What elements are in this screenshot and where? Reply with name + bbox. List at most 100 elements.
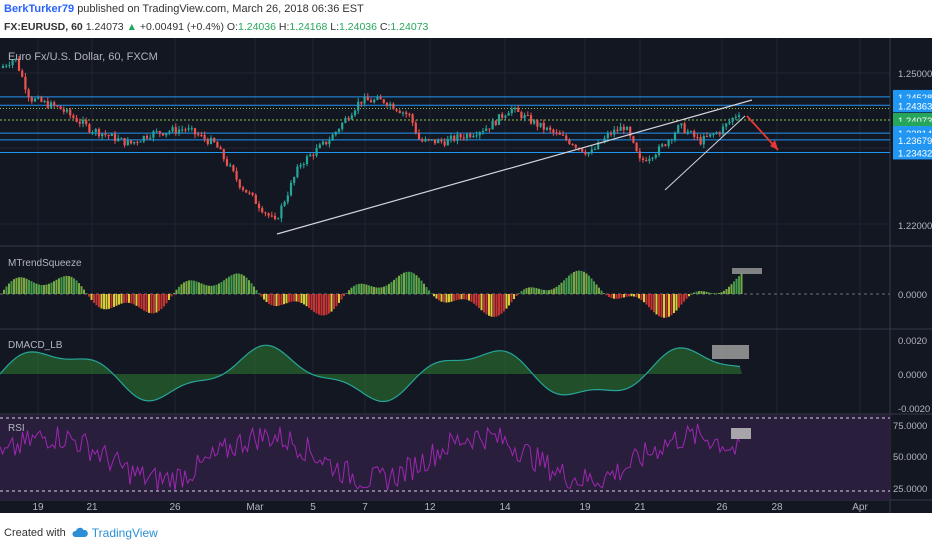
histogram-bar <box>190 280 193 294</box>
histogram-bar <box>173 292 175 294</box>
candle-body <box>411 114 414 123</box>
histogram-bar <box>110 294 113 309</box>
chart-canvas[interactable]: 1.250001.245281.243631.2407323:481.23814… <box>0 38 932 513</box>
candle-body <box>152 131 155 138</box>
histogram-bar <box>210 285 213 294</box>
candle-body <box>689 131 693 133</box>
histogram-bar <box>338 294 340 303</box>
histogram-bar <box>575 270 578 294</box>
histogram-bar <box>593 281 595 294</box>
histogram-bar <box>150 294 153 314</box>
time-label: Apr <box>852 502 868 513</box>
candle-body <box>267 213 270 216</box>
histogram-bar <box>485 294 488 315</box>
histogram-bar <box>185 281 188 294</box>
histogram-bar <box>205 285 208 294</box>
histogram-bar <box>548 290 550 294</box>
author-link[interactable]: BerkTurker79 <box>4 3 75 15</box>
time-label: 26 <box>169 502 181 513</box>
histogram-bar <box>478 294 480 308</box>
candle-body <box>165 133 168 136</box>
candle-body <box>494 120 497 125</box>
candle-body <box>69 109 72 116</box>
candle-body <box>14 58 17 61</box>
histogram-bar <box>580 270 583 294</box>
candle-body <box>731 117 734 122</box>
histogram-bar <box>383 286 385 294</box>
histogram-bar <box>170 294 173 297</box>
candle-body <box>520 111 523 119</box>
macd-line <box>0 344 741 403</box>
histogram-bar <box>273 294 275 306</box>
histogram-bar <box>405 271 408 294</box>
histogram-bar <box>203 284 205 294</box>
candle-body <box>235 171 238 180</box>
candle-body <box>27 89 30 98</box>
histogram-bar <box>455 294 458 301</box>
histogram-bar <box>463 294 465 300</box>
histogram-bar <box>553 288 555 294</box>
candle-body <box>72 115 75 118</box>
tradingview-logo[interactable]: TradingView <box>72 526 158 540</box>
histogram-bar <box>613 294 615 299</box>
histogram-bar <box>323 294 325 316</box>
histogram-bar <box>528 287 530 294</box>
candle-body <box>344 118 347 123</box>
histogram-bar <box>450 294 453 302</box>
candle-body <box>373 99 376 103</box>
histogram-bar <box>373 286 375 294</box>
candle-body <box>555 132 558 134</box>
candle-body <box>517 107 520 112</box>
price-label: 1.24363 <box>898 101 932 112</box>
highlight-box <box>732 268 762 274</box>
candle-body <box>91 132 94 134</box>
time-label: 19 <box>579 502 591 513</box>
histogram-bar <box>155 294 158 313</box>
candle-body <box>437 139 440 144</box>
histogram-bar <box>733 281 735 294</box>
close-value: 1.24073 <box>390 21 429 33</box>
histogram-bar <box>88 294 90 297</box>
candle-body <box>584 151 587 155</box>
candle-body <box>680 123 683 126</box>
histogram-bar <box>13 279 15 294</box>
candle-body <box>539 122 542 127</box>
histogram-bar <box>523 289 525 294</box>
candle-body <box>405 112 408 115</box>
candle-body <box>155 131 158 133</box>
histogram-bar <box>533 287 535 294</box>
candle-body <box>366 96 369 101</box>
histogram-bar <box>513 294 515 300</box>
histogram-bar <box>500 294 503 314</box>
candle-body <box>369 100 373 103</box>
histogram-bar <box>740 273 743 294</box>
candle-body <box>408 114 411 116</box>
histogram-bar <box>540 289 543 294</box>
chart-area[interactable]: 1.250001.245281.243631.2407323:481.23814… <box>0 38 932 513</box>
candle-body <box>693 131 696 137</box>
trendline <box>664 115 746 191</box>
candle-body <box>491 120 494 130</box>
histogram-bar <box>713 293 715 294</box>
time-label: 5 <box>310 502 316 513</box>
candle-body <box>209 137 213 144</box>
histogram-bar <box>468 294 470 301</box>
histogram-bar <box>695 291 698 294</box>
histogram-bar <box>95 294 98 306</box>
histogram-bar <box>458 294 460 300</box>
candle-body <box>49 102 53 108</box>
histogram-bar <box>738 276 740 294</box>
main-pane-title: Euro Fx/U.S. Dollar, 60, FXCM <box>8 51 158 63</box>
histogram-bar <box>48 283 50 294</box>
candle-body <box>683 123 686 134</box>
candle-body <box>401 112 405 114</box>
candle-body <box>341 122 344 130</box>
histogram-bar <box>208 285 210 294</box>
histogram-bar <box>83 289 85 294</box>
histogram-bar <box>433 294 435 297</box>
histogram-bar <box>35 283 38 294</box>
histogram-bar <box>75 280 78 294</box>
candle-body <box>395 109 398 111</box>
histogram-bar <box>663 294 665 318</box>
candle-body <box>715 132 718 134</box>
